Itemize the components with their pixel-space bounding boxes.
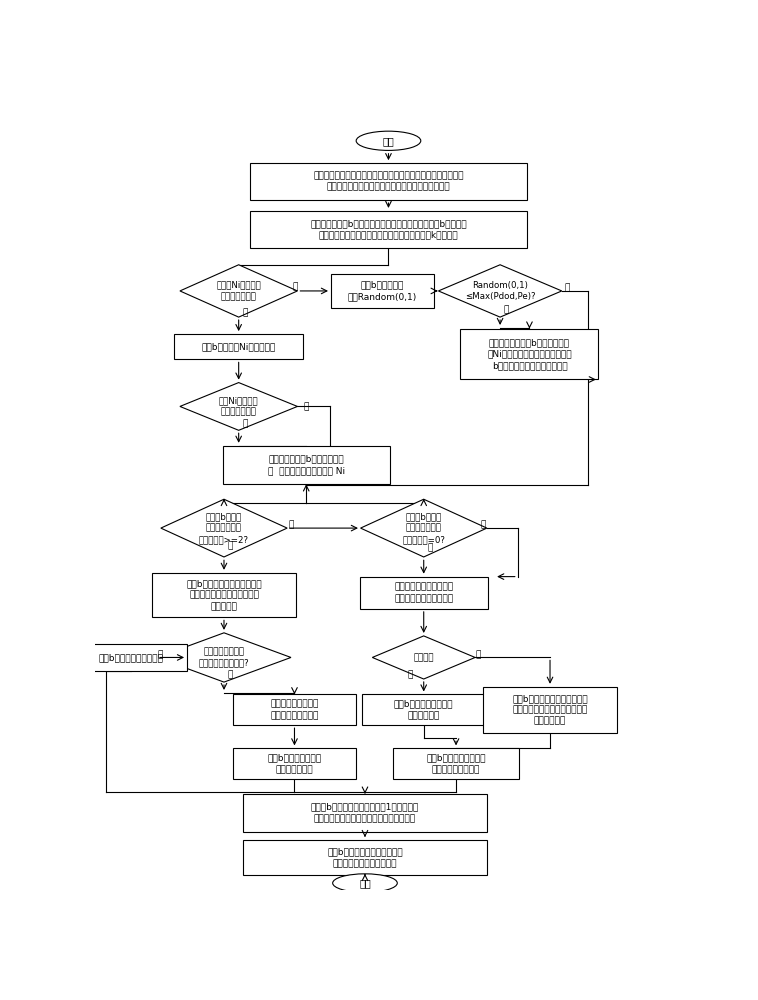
Text: 确定不需要在节点b处对来自于节
点Ni的数据包进行篡改检测，节点
b提高该数据包的篡改检测概率: 确定不需要在节点b处对来自于节 点Ni的数据包进行篡改检测，节点 b提高该数据包… — [487, 338, 572, 370]
Polygon shape — [438, 265, 562, 317]
Text: 在节点b处需要
进行篡改检测的
数据包个数>=2?: 在节点b处需要 进行篡改检测的 数据包个数>=2? — [199, 512, 249, 544]
Bar — [362, 694, 485, 725]
Ellipse shape — [356, 131, 421, 150]
Bar — [233, 748, 356, 779]
Text: 节点b将已丢弃了篡改数据包的
编码数据包向下游节点发送: 节点b将已丢弃了篡改数据包的 编码数据包向下游节点发送 — [327, 847, 402, 868]
Text: 在节点b处需要
进行篡改检测的
数据包个数=0?: 在节点b处需要 进行篡改检测的 数据包个数=0? — [402, 512, 445, 544]
Text: 节点b降低其篡改检测概率，并
对不存在篡改的数据包进行随机
线性网络编码: 节点b降低其篡改检测概率，并 对不存在篡改的数据包进行随机 线性网络编码 — [512, 694, 588, 726]
Polygon shape — [361, 499, 487, 557]
Polygon shape — [161, 499, 287, 557]
Bar — [331, 274, 434, 308]
Text: 确定需要在节点b处对来自于节
点  的数据包进行篡改检测 Ni: 确定需要在节点b处对来自于节 点 的数据包进行篡改检测 Ni — [268, 455, 345, 475]
Text: 采用二分法查找具体
被篡改的原始数据包: 采用二分法查找具体 被篡改的原始数据包 — [271, 700, 318, 720]
Text: 是: 是 — [243, 308, 248, 317]
Text: 否: 否 — [304, 402, 309, 411]
Text: 否: 否 — [157, 650, 162, 659]
Bar — [243, 794, 487, 832]
Bar — [393, 748, 519, 779]
Ellipse shape — [333, 874, 397, 892]
Text: Random(0,1)
≤Max(Pdod,Pe)?: Random(0,1) ≤Max(Pdod,Pe)? — [465, 281, 535, 301]
Text: 节点b降低其篡改检测概率: 节点b降低其篡改检测概率 — [99, 653, 164, 662]
Bar — [75, 644, 187, 671]
Text: 是: 是 — [227, 541, 233, 550]
Text: 节点b生成一个随
机数Random(0,1): 节点b生成一个随 机数Random(0,1) — [348, 281, 417, 301]
Text: 结束: 结束 — [359, 878, 371, 888]
Bar — [174, 334, 303, 359]
Text: 节点b将剩余的数据包进
行随机线性网络编码: 节点b将剩余的数据包进 行随机线性网络编码 — [426, 753, 486, 774]
Text: 是: 是 — [503, 305, 509, 314]
Text: 是: 是 — [480, 521, 485, 530]
Text: 节点b对其接收到的原始数据包
进行随机线性网络编码，得到
编码数据包: 节点b对其接收到的原始数据包 进行随机线性网络编码，得到 编码数据包 — [186, 579, 262, 611]
Text: 是: 是 — [227, 670, 233, 679]
Polygon shape — [180, 383, 297, 430]
Text: 开始: 开始 — [383, 136, 394, 146]
Text: 被篡改？: 被篡改？ — [413, 653, 434, 662]
Text: 将节点b的篡改检测概率重置为1，且将向其
发送篡改数据包的邻居节点的安全级别降级: 将节点b的篡改检测概率重置为1，且将向其 发送篡改数据包的邻居节点的安全级别降级 — [311, 803, 419, 823]
Bar — [233, 694, 356, 725]
Text: 否: 否 — [428, 544, 433, 553]
Bar — [250, 211, 527, 248]
Text: 节点Ni的安全级
别是否为不安全: 节点Ni的安全级 别是否为不安全 — [219, 396, 258, 417]
Text: 节点b将检测出的被篡改
的数据包丢弃: 节点b将检测出的被篡改 的数据包丢弃 — [394, 700, 453, 720]
Bar — [483, 687, 617, 733]
Text: 节点b将检测出的被篡
改的数据包丢弃: 节点b将检测出的被篡 改的数据包丢弃 — [268, 753, 321, 774]
Text: 邻节点Ni在邻节点
安全级别表中？: 邻节点Ni在邻节点 安全级别表中？ — [216, 281, 261, 301]
Polygon shape — [372, 636, 475, 679]
Text: 利用同态哈希函数值对比
确定此数据包是否被篡改: 利用同态哈希函数值对比 确定此数据包是否被篡改 — [394, 583, 453, 603]
Text: 是: 是 — [243, 419, 248, 428]
Bar — [243, 840, 487, 875]
Text: 否: 否 — [475, 650, 481, 659]
Bar — [250, 163, 527, 200]
Bar — [223, 446, 390, 484]
Text: 节点b查找节点Ni的安全级别: 节点b查找节点Ni的安全级别 — [202, 342, 276, 351]
Bar — [460, 329, 599, 379]
Text: 否: 否 — [289, 521, 294, 530]
Bar — [360, 577, 487, 609]
Polygon shape — [180, 265, 297, 317]
Text: 编码数据包中含有
被篡改的原始数据包?: 编码数据包中含有 被篡改的原始数据包? — [199, 647, 249, 668]
Text: 否: 否 — [565, 283, 570, 292]
Text: 否: 否 — [292, 283, 297, 292]
Text: 是: 是 — [408, 670, 413, 679]
Polygon shape — [157, 633, 291, 682]
Bar — [152, 573, 296, 617]
Text: 当前航天器节点b监听到其邻节点发送的消息后，节点b从其自身
缓存的邻节点安全级别表中查找向其发送消息的k个邻节点: 当前航天器节点b监听到其邻节点发送的消息后，节点b从其自身 缓存的邻节点安全级别… — [310, 219, 467, 240]
Text: 源航天器节点计算源消息的同态哈希函数值，并采用随机线性网
络编码的方式将源消息及其同态哈希函数值一同转发: 源航天器节点计算源消息的同态哈希函数值，并采用随机线性网 络编码的方式将源消息及… — [313, 171, 464, 192]
